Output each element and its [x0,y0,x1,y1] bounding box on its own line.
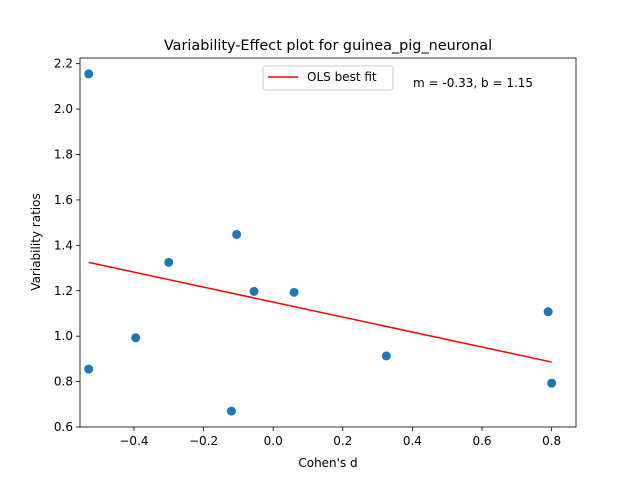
data-point [164,257,174,267]
y-axis-title: Variability ratios [29,193,43,290]
y-tick-label: 0.6 [54,420,73,434]
data-point [131,333,141,343]
data-point [249,286,259,296]
x-tick-label: 0.2 [333,434,352,448]
x-tick-label: −0.2 [189,434,218,448]
chart-title: Variability-Effect plot for guinea_pig_n… [164,38,492,54]
y-tick-label: 2.2 [54,57,73,71]
y-tick-label: 1.0 [54,329,73,343]
legend-frame [262,65,394,91]
data-point [543,307,553,317]
data-point [381,351,391,361]
data-point [289,287,299,297]
fit-annotation: m = -0.33, b = 1.15 [413,76,533,90]
plot-area: −0.4 −0.2 0.0 0.2 0.4 0.6 0.8 0.6 0.8 1.0 1.2 1.4 1.… [54,57,577,448]
legend: OLS best fit [262,65,394,91]
data-point [547,378,557,388]
y-tick-label: 1.6 [54,193,73,207]
data-point [84,69,94,79]
data-point [84,364,94,374]
x-tick-label: 0.8 [542,434,561,448]
x-tick-label: 0.6 [472,434,491,448]
y-tick-label: 1.2 [54,284,73,298]
y-tick-label: 2.0 [54,102,73,116]
y-tick-label: 1.4 [54,238,73,252]
x-tick-label: −0.4 [119,434,148,448]
x-axis-title: Cohen's d [298,456,357,470]
data-point [226,406,236,416]
x-tick-label: 0.0 [264,434,283,448]
y-tick-label: 0.8 [54,375,73,389]
y-tick-label: 1.8 [54,148,73,162]
axes-frame [79,57,577,428]
data-point [232,229,242,239]
x-tick-label: 0.4 [403,434,422,448]
legend-label: OLS best fit [307,70,377,84]
ols-fit-line [88,261,552,363]
